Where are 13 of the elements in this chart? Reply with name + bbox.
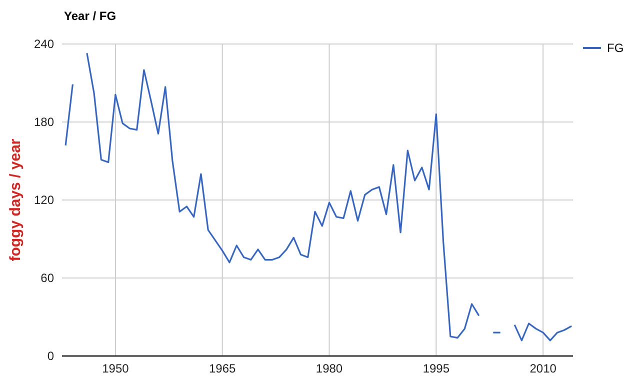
x-tick-label: 2010 xyxy=(530,362,557,376)
x-tick-label: 1950 xyxy=(102,362,130,376)
y-tick-label: 60 xyxy=(40,270,54,285)
y-axis-title: foggy days / year xyxy=(7,138,24,262)
y-tick-label: 240 xyxy=(34,36,54,51)
x-tick-label: 1980 xyxy=(316,362,343,376)
chart-title: Year / FG xyxy=(64,9,116,23)
y-tick-label: 120 xyxy=(34,192,54,207)
x-tick-label: 1965 xyxy=(209,362,236,376)
x-tick-label: 1995 xyxy=(422,362,450,376)
y-tick-label: 180 xyxy=(34,114,54,129)
legend-label: FG xyxy=(607,41,624,55)
y-tick-label: 0 xyxy=(47,348,54,363)
